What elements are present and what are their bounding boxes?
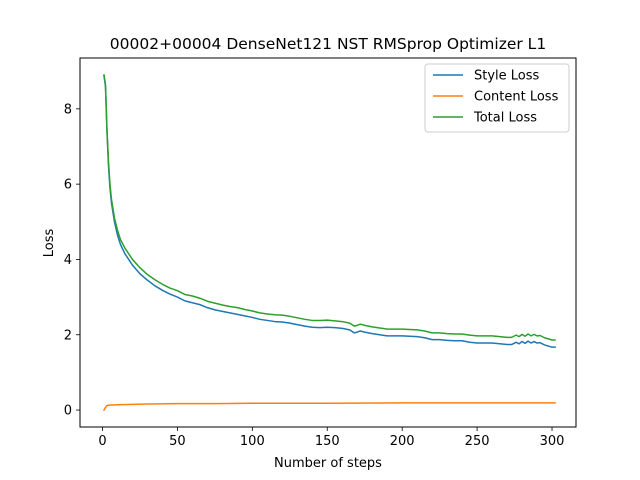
x-tick-label: 300	[540, 434, 565, 449]
x-tick-label: 200	[390, 434, 415, 449]
y-tick-label: 0	[64, 404, 72, 419]
axes-frame	[79, 57, 577, 428]
x-tick-label: 250	[465, 434, 490, 449]
plot-area	[79, 57, 577, 428]
x-tick-label: 100	[240, 434, 265, 449]
y-axis-label: Loss	[42, 229, 57, 258]
chart-title: 00002+00004 DenseNet121 NST RMSprop Opti…	[110, 35, 546, 53]
legend-items: Style Loss Content Loss Total Loss	[433, 69, 559, 126]
x-tick-label: 150	[315, 434, 340, 449]
x-tick-label: 0	[98, 434, 106, 449]
series-line-1	[102, 402, 556, 412]
y-tick-label: 6	[64, 178, 72, 193]
legend: Style Loss Content Loss Total Loss	[424, 63, 570, 133]
legend-label-1: Content Loss	[474, 90, 559, 105]
y-tick-label: 4	[64, 253, 72, 268]
series-group	[102, 74, 556, 412]
series-line-2	[103, 74, 556, 341]
legend-label-2: Total Loss	[473, 111, 537, 126]
y-axis-ticks: 0 2 4 6 8	[64, 102, 80, 419]
y-tick-label: 2	[64, 328, 72, 343]
series-line-0	[103, 74, 556, 348]
x-tick-label: 50	[169, 434, 186, 449]
legend-box	[424, 63, 570, 133]
x-axis-ticks: 0 50 100 150 200 250 300	[98, 427, 564, 449]
x-axis-label: Number of steps	[274, 456, 382, 471]
y-tick-label: 8	[64, 102, 72, 117]
legend-label-0: Style Loss	[474, 69, 540, 84]
